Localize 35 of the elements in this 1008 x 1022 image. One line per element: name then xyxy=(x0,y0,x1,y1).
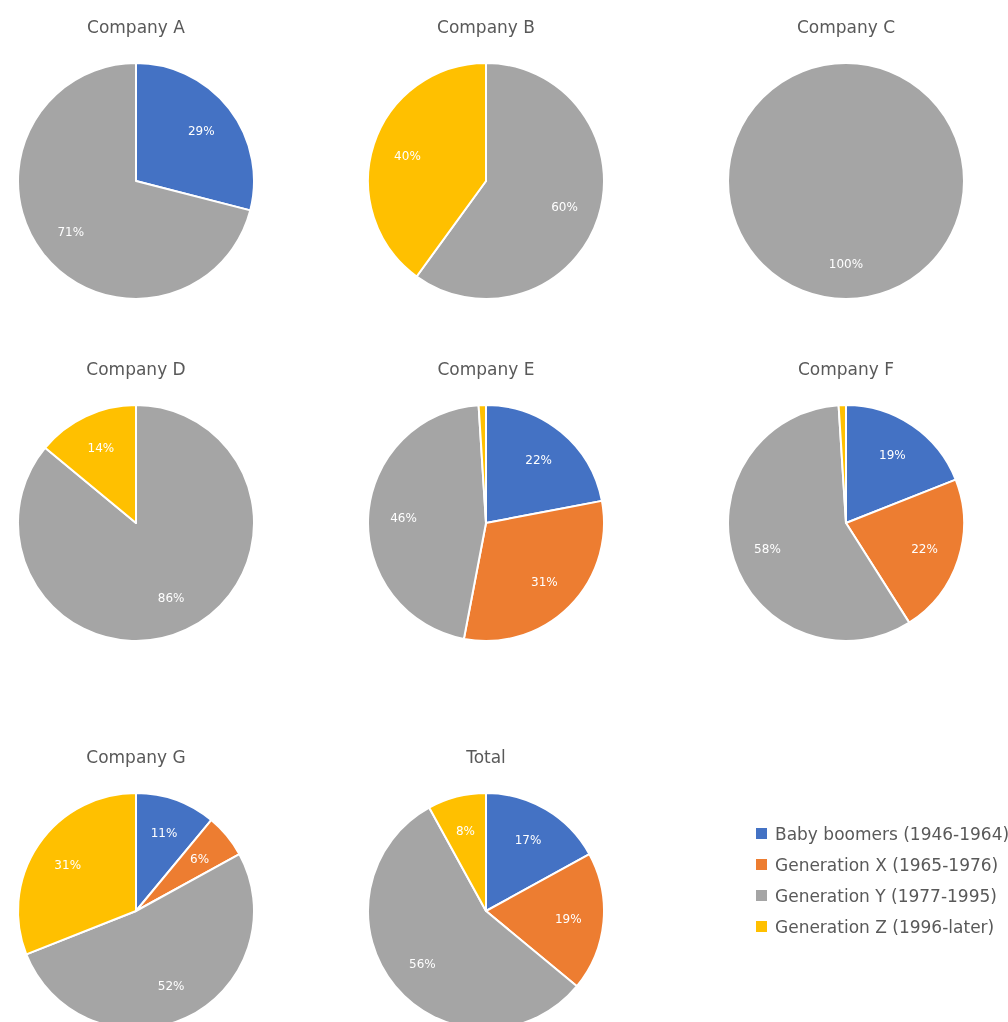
data-label: 19% xyxy=(879,447,906,462)
chart-title: Company E xyxy=(437,359,535,379)
data-label: 71% xyxy=(57,224,85,239)
chart-title: Company G xyxy=(86,747,186,767)
data-label: 56% xyxy=(409,956,436,971)
data-label: 46% xyxy=(390,511,417,526)
data-label: 19% xyxy=(554,911,582,926)
data-label: 100% xyxy=(828,256,864,271)
chart-title: Company A xyxy=(87,17,186,37)
chart-title: Company F xyxy=(797,359,895,379)
data-label: 11% xyxy=(150,826,178,841)
chart-title: Company B xyxy=(437,17,535,37)
chart-title: Company D xyxy=(86,359,186,379)
legend-label: Baby boomers (1946-1964) xyxy=(775,823,1008,844)
data-label: 14% xyxy=(87,441,115,456)
data-label: 22% xyxy=(911,541,938,556)
chart-title: Total xyxy=(465,747,506,767)
pie-slice xyxy=(17,404,255,642)
legend-label: Generation X (1965-1976) xyxy=(775,854,999,875)
legend-label: Generation Z (1996-later) xyxy=(775,916,995,937)
chart-title: Company C xyxy=(796,17,896,37)
legend-label: Generation Y (1977-1995) xyxy=(775,885,997,906)
pie-slice xyxy=(17,62,252,300)
data-label: 8% xyxy=(455,824,475,839)
data-label: 40% xyxy=(394,148,421,163)
data-label: 17% xyxy=(514,833,542,848)
data-label: 29% xyxy=(187,123,215,138)
data-label: 22% xyxy=(525,452,552,467)
data-label: 6% xyxy=(190,851,210,866)
data-label: 52% xyxy=(157,978,185,993)
data-label: 60% xyxy=(551,199,578,214)
data-label: 31% xyxy=(54,857,82,872)
data-label: 86% xyxy=(157,590,185,605)
data-label: 31% xyxy=(531,574,558,589)
data-label: 58% xyxy=(754,541,781,556)
